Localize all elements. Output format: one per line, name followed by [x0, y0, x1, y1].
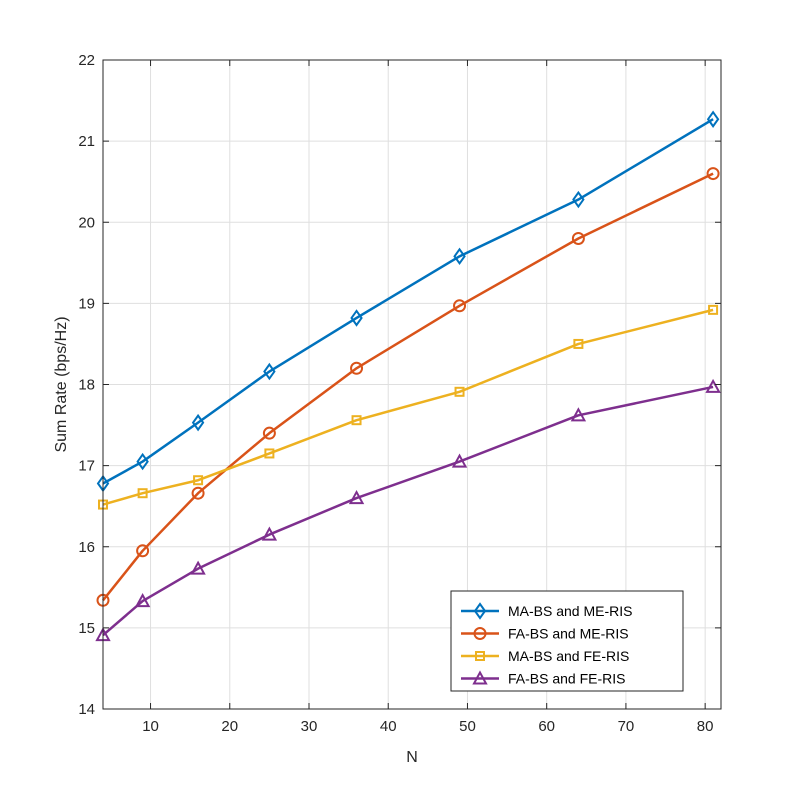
data-point	[136, 544, 150, 558]
x-tick-label: 10	[142, 718, 159, 735]
x-tick-label: 20	[221, 718, 238, 735]
series-line	[102, 172, 714, 602]
data-point	[708, 304, 719, 315]
legend-marker	[475, 651, 485, 661]
data-point	[572, 190, 585, 209]
data-point	[348, 489, 365, 505]
series-layer	[95, 110, 721, 642]
legend-label: FA-BS and ME-RIS	[508, 626, 629, 642]
y-tick-label: 18	[78, 377, 95, 394]
x-tick-label: 40	[380, 718, 397, 735]
legend-entry: FA-BS and ME-RIS	[461, 626, 629, 642]
x-tick-label: 30	[301, 718, 318, 735]
data-point	[453, 247, 466, 266]
data-point	[191, 413, 205, 432]
data-point	[261, 526, 278, 541]
x-tick-label: 70	[618, 718, 635, 735]
data-point	[706, 110, 720, 128]
y-axis-label: Sum Rate (bps/Hz)	[53, 316, 70, 452]
x-tick-label: 60	[538, 718, 555, 735]
data-point	[705, 378, 721, 393]
data-point	[193, 475, 204, 486]
data-point	[263, 362, 276, 381]
y-tick-label: 15	[78, 620, 95, 637]
series-line	[102, 385, 714, 637]
data-point	[190, 560, 206, 575]
legend-marker	[473, 602, 487, 620]
legend-box	[450, 590, 684, 692]
data-point	[571, 231, 585, 245]
data-point	[262, 426, 276, 440]
series-fa-bs-and-fe-ris	[95, 378, 721, 642]
data-point	[136, 452, 149, 471]
legend-entry: MA-BS and FE-RIS	[461, 648, 629, 664]
x-axis-label: N	[406, 749, 418, 766]
x-tick-label: 50	[459, 718, 476, 735]
y-tick-label: 17	[78, 458, 95, 475]
data-point	[573, 338, 584, 349]
data-point	[264, 448, 275, 459]
axis-ticks: 10 20 30 40 50 60 70 80 14 15 16 17 18 19 20 21 22	[78, 52, 721, 735]
legend-entry: FA-BS and FE-RIS	[461, 670, 625, 687]
legend-marker	[473, 627, 487, 640]
legend-marker	[472, 670, 488, 685]
series-fa-bs-and-me-ris	[96, 167, 720, 607]
data-point	[137, 488, 148, 499]
data-point	[454, 386, 465, 397]
legend-label: MA-BS and FE-RIS	[508, 648, 629, 664]
legend-label: FA-BS and FE-RIS	[508, 671, 625, 687]
data-point	[706, 167, 720, 181]
legend-entry: MA-BS and ME-RIS	[461, 602, 632, 620]
data-point	[570, 407, 587, 422]
data-point	[191, 486, 205, 500]
y-tick-label: 19	[78, 295, 95, 312]
y-tick-label: 22	[78, 52, 95, 69]
legend: MA-BS and ME-RIS FA-BS and ME-RIS MA-BS an…	[450, 590, 684, 692]
y-tick-label: 16	[78, 539, 95, 556]
data-point	[134, 593, 151, 608]
data-point	[350, 309, 363, 327]
y-tick-label: 21	[78, 133, 95, 150]
data-point	[351, 415, 362, 426]
legend-label: MA-BS and ME-RIS	[508, 603, 632, 619]
data-point	[453, 299, 467, 313]
y-tick-label: 14	[78, 701, 95, 718]
y-tick-label: 20	[78, 214, 95, 231]
x-tick-label: 80	[697, 718, 714, 735]
data-point	[451, 453, 468, 468]
series-line	[102, 118, 714, 485]
data-point	[350, 361, 364, 375]
series-line	[102, 308, 714, 506]
